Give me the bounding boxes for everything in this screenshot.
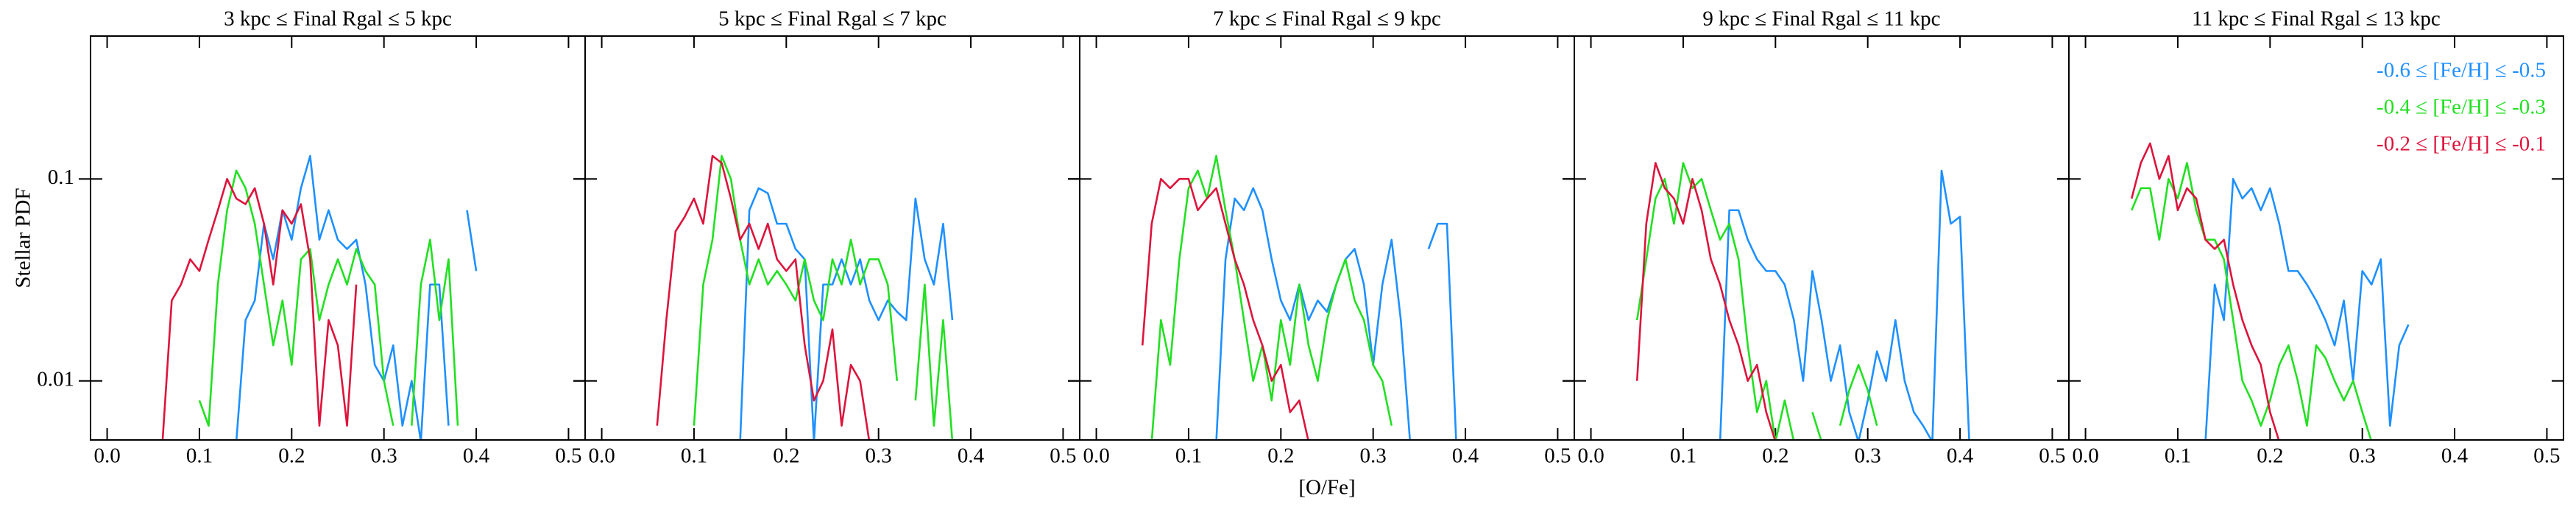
x-tick-label: 0.3 [371, 444, 397, 468]
series-line [1150, 154, 1393, 440]
panel-title: 9 kpc ≤ Final Rgal ≤ 11 kpc [1702, 7, 1940, 31]
y-tick-label: 0.01 [37, 367, 74, 391]
plot-area [656, 154, 971, 440]
x-tick-label: 0.0 [93, 444, 120, 468]
x-tick-label: 0.5 [555, 444, 581, 468]
x-tick-label: 0.5 [2533, 444, 2560, 468]
x-tick-label: 0.2 [2257, 444, 2283, 468]
legend-entry: -0.6 ≤ [Fe/H] ≤ -0.5 [2377, 59, 2546, 82]
panel-title: 7 kpc ≤ Final Rgal ≤ 9 kpc [1213, 7, 1441, 31]
x-tick-label: 0.1 [186, 444, 213, 468]
x-tick-label: 0.4 [463, 444, 490, 468]
x-tick-label: 0.1 [1175, 444, 1202, 468]
x-axis-label: [O/Fe] [1298, 476, 1355, 500]
series-line [1635, 162, 1776, 440]
series-line [1719, 169, 1970, 440]
axes-frame [1079, 35, 1575, 441]
x-tick-label: 0.0 [1083, 444, 1109, 468]
x-tick-label: 0.0 [588, 444, 615, 468]
axes-frame [2068, 35, 2564, 441]
axes-frame [584, 35, 1080, 441]
panel-title: 11 kpc ≤ Final Rgal ≤ 13 kpc [2192, 7, 2441, 31]
plot-area [2130, 142, 2410, 440]
x-tick-label: 0.2 [1762, 444, 1788, 468]
x-tick-label: 0.3 [1855, 444, 1881, 468]
x-tick-label: 0.3 [2349, 444, 2376, 468]
legend-entry: -0.2 ≤ [Fe/H] ≤ -0.1 [2377, 132, 2546, 156]
x-tick-label: 0.0 [1577, 444, 1604, 468]
panel-title: 3 kpc ≤ Final Rgal ≤ 5 kpc [224, 7, 452, 31]
series-line [2204, 177, 2410, 440]
x-tick-label: 0.2 [773, 444, 799, 468]
axes-frame [1574, 35, 2070, 441]
x-tick-label: 0.3 [866, 444, 892, 468]
series-line [656, 154, 871, 440]
legend-entry: -0.4 ≤ [Fe/H] ≤ -0.3 [2377, 96, 2546, 119]
plot-area [1141, 154, 1457, 440]
series-line [161, 177, 358, 440]
panel-title: 5 kpc ≤ Final Rgal ≤ 7 kpc [718, 7, 946, 31]
x-tick-label: 0.4 [958, 444, 985, 468]
x-tick-label: 0.2 [1267, 444, 1294, 468]
plot-area [161, 154, 478, 440]
plot-area [1635, 162, 1970, 440]
x-tick-label: 0.1 [681, 444, 707, 468]
x-tick-label: 0.4 [1947, 444, 1974, 468]
series-line [1635, 162, 1878, 440]
x-tick-label: 0.1 [1670, 444, 1696, 468]
x-tick-label: 0.0 [2072, 444, 2098, 468]
x-tick-label: 0.1 [2165, 444, 2191, 468]
series-line [2131, 162, 2372, 440]
x-tick-label: 0.2 [278, 444, 305, 468]
y-axis-label: Stellar PDF [12, 188, 35, 288]
series-line [693, 154, 954, 440]
x-tick-label: 0.4 [2441, 444, 2469, 468]
x-tick-label: 0.5 [1050, 444, 1076, 468]
series-line [198, 169, 459, 427]
series-line [1141, 177, 1309, 440]
x-tick-label: 0.5 [1544, 444, 1571, 468]
series-line [1215, 187, 1457, 440]
x-tick-label: 0.3 [1360, 444, 1387, 468]
y-tick-label: 0.1 [48, 166, 74, 189]
x-tick-label: 0.4 [1452, 444, 1479, 468]
series-line [2130, 142, 2280, 440]
x-tick-label: 0.5 [2039, 444, 2065, 468]
